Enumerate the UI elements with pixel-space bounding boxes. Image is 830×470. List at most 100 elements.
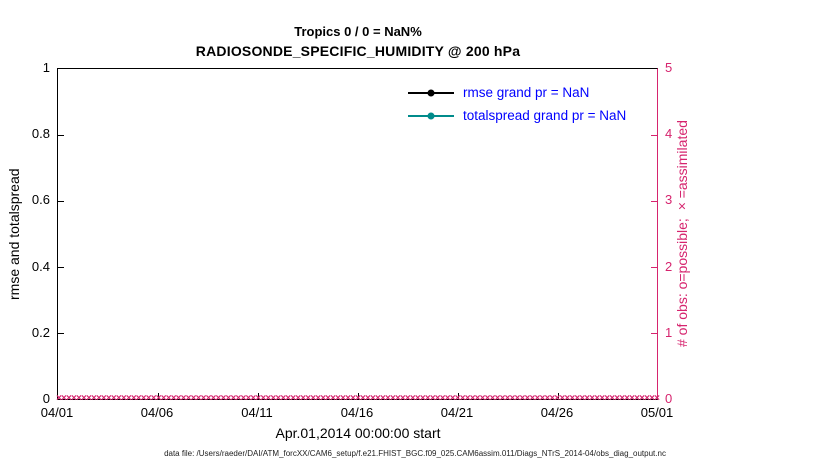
assimilated-obs-marker: × [100, 393, 107, 404]
right-y-tick-mark [651, 333, 657, 334]
assimilated-obs-marker: × [56, 393, 62, 404]
legend-label: rmse grand pr = NaN [463, 85, 590, 100]
legend-label: totalspread grand pr = NaN [463, 108, 627, 123]
assimilated-obs-marker: × [290, 393, 297, 404]
assimilated-obs-marker: × [195, 393, 202, 404]
assimilated-obs-marker: × [145, 393, 152, 404]
assimilated-obs-marker: × [110, 393, 117, 404]
assimilated-obs-marker: × [325, 393, 332, 404]
assimilated-obs-marker: × [379, 393, 386, 404]
assimilated-obs-marker: × [350, 393, 356, 404]
assimilated-obs-marker: × [95, 393, 102, 404]
x-axis-label: Apr.01,2014 00:00:00 start [275, 425, 441, 441]
assimilated-obs-marker: × [260, 393, 267, 404]
assimilated-obs-marker: × [275, 393, 282, 404]
assimilated-obs-marker: × [559, 393, 566, 404]
assimilated-obs-marker: × [80, 393, 87, 404]
assimilated-obs-marker: × [409, 393, 416, 404]
x-tick-label: 04/16 [340, 405, 374, 420]
legend-item: totalspread grand pr = NaN [408, 104, 626, 127]
assimilated-obs-marker: × [419, 393, 426, 404]
left-y-tick-label: 0.4 [31, 258, 50, 274]
assimilated-obs-marker: × [529, 393, 536, 404]
assimilated-obs-marker: × [654, 393, 660, 404]
assimilated-obs-marker: × [509, 393, 516, 404]
assimilated-obs-marker: × [61, 393, 67, 404]
assimilated-obs-marker: × [499, 393, 506, 404]
x-tick-label: 05/01 [640, 405, 674, 420]
assimilated-obs-marker: × [479, 393, 486, 404]
assimilated-obs-marker: × [295, 393, 302, 404]
assimilated-obs-marker: × [190, 393, 197, 404]
assimilated-obs-marker: × [255, 393, 262, 404]
assimilated-obs-marker: × [574, 393, 581, 404]
assimilated-obs-marker: × [150, 393, 157, 404]
left-y-tick-label: 0.2 [31, 324, 50, 340]
left-y-tick-label: 0.8 [31, 126, 50, 142]
assimilated-obs-marker: × [534, 393, 541, 404]
assimilated-obs-marker: × [185, 393, 192, 404]
assimilated-obs-marker: × [484, 393, 491, 404]
right-y-axis-label: # of obs: o=possible; ×=assimilated [674, 120, 690, 348]
assimilated-obs-marker: × [285, 393, 292, 404]
assimilated-obs-marker: × [180, 393, 187, 404]
assimilated-obs-marker: × [629, 393, 635, 404]
assimilated-obs-marker: × [115, 393, 122, 404]
assimilated-obs-marker: × [579, 393, 586, 404]
assimilated-obs-marker: × [434, 393, 441, 404]
assimilated-obs-marker: × [624, 393, 631, 404]
assimilated-obs-marker: × [120, 393, 127, 404]
left-y-tick-mark [58, 267, 64, 268]
assimilated-obs-marker: × [105, 393, 112, 404]
assimilated-obs-marker: × [225, 393, 232, 404]
assimilated-obs-marker: × [619, 393, 626, 404]
assimilated-obs-marker: × [370, 393, 376, 404]
right-y-tick-mark [651, 135, 657, 136]
assimilated-obs-marker: × [539, 393, 546, 404]
x-tick-mark [358, 393, 359, 399]
assimilated-obs-marker: × [210, 393, 217, 404]
assimilated-obs-marker: × [165, 393, 172, 404]
assimilated-obs-marker: × [360, 393, 366, 404]
assimilated-obs-marker: × [519, 393, 526, 404]
x-tick-mark [258, 393, 259, 399]
right-y-tick-label: 0 [665, 391, 673, 406]
assimilated-obs-marker: × [240, 393, 247, 404]
assimilated-obs-marker: × [375, 393, 381, 404]
assimilated-obs-marker: × [310, 393, 317, 404]
legend-marker-line [408, 89, 454, 96]
assimilated-obs-marker: × [335, 393, 341, 404]
right-y-tick-mark [651, 201, 657, 202]
assimilated-obs-marker: × [649, 393, 655, 404]
assimilated-obs-marker: × [644, 393, 650, 404]
assimilated-obs-marker: × [474, 393, 481, 404]
assimilated-obs-marker: × [220, 393, 227, 404]
assimilated-obs-marker: × [549, 393, 556, 404]
legend-item: rmse grand pr = NaN [408, 81, 626, 104]
assimilated-obs-marker: × [494, 393, 501, 404]
assimilated-obs-marker: × [66, 393, 72, 404]
assimilated-obs-marker: × [305, 393, 312, 404]
assimilated-obs-marker: × [330, 393, 336, 404]
assimilated-obs-marker: × [205, 393, 212, 404]
assimilated-obs-marker: × [544, 393, 551, 404]
left-y-tick-label: 0 [42, 391, 50, 406]
assimilated-obs-marker: × [454, 393, 461, 404]
assimilated-obs-marker: × [404, 393, 411, 404]
x-tick-label: 04/11 [241, 405, 273, 420]
assimilated-obs-marker: × [384, 393, 391, 404]
right-y-tick-label: 3 [665, 192, 673, 208]
assimilated-obs-marker: × [265, 393, 272, 404]
assimilated-obs-marker: × [315, 393, 322, 404]
assimilated-obs-marker: × [245, 393, 252, 404]
x-tick-mark [158, 393, 159, 399]
assimilated-obs-marker: × [270, 393, 277, 404]
right-y-tick-mark [651, 267, 657, 268]
assimilated-obs-marker: × [459, 393, 466, 404]
assimilated-obs-marker: × [564, 393, 571, 404]
assimilated-obs-marker: × [76, 393, 82, 404]
assimilated-obs-marker: × [130, 393, 137, 404]
assimilated-obs-marker: × [300, 393, 307, 404]
assimilated-obs-marker: × [604, 393, 611, 404]
legend-marker-line [408, 112, 454, 119]
